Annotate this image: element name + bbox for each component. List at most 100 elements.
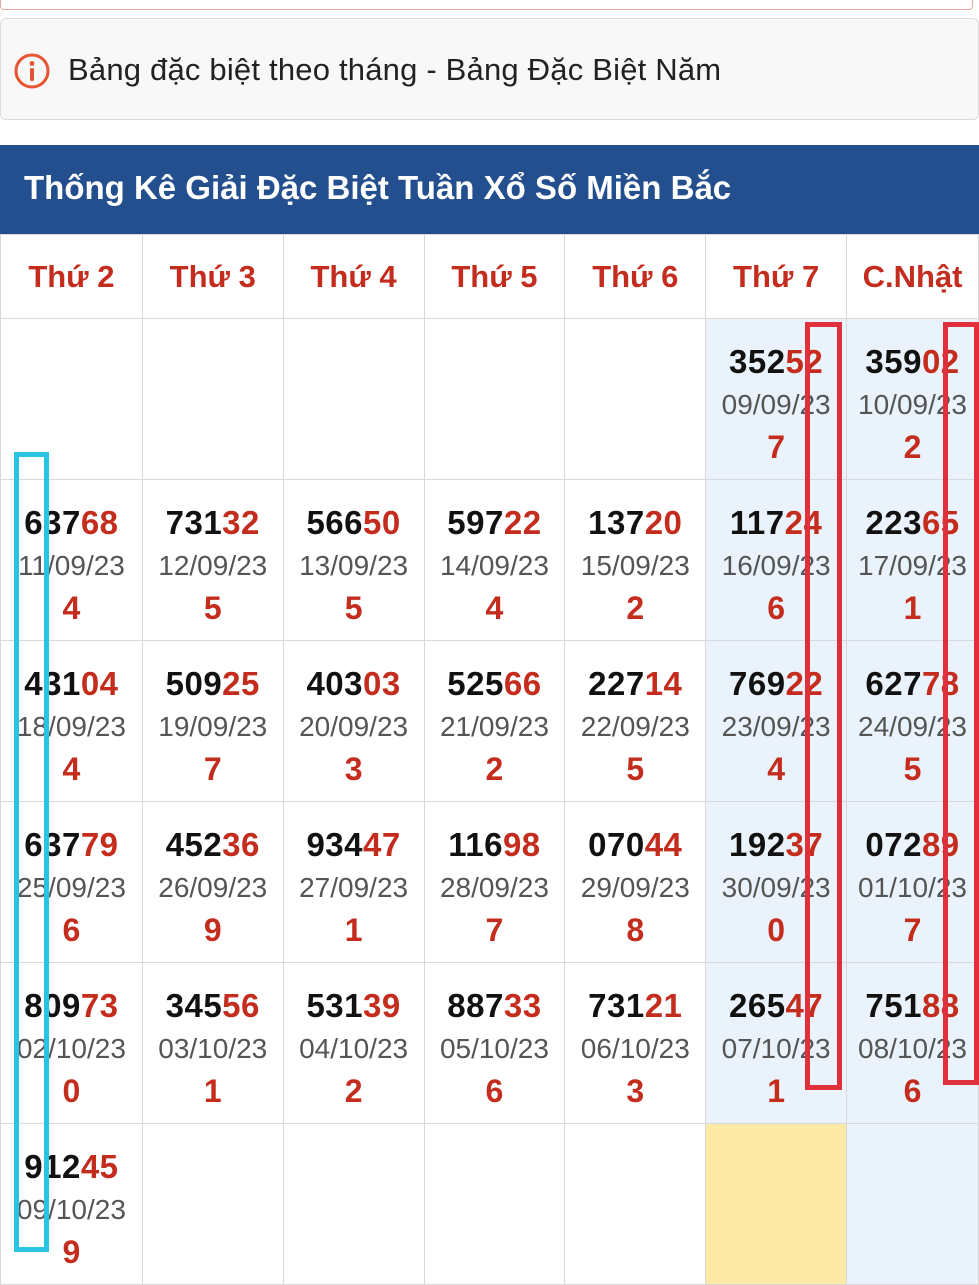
prize-number-head: 223: [865, 504, 922, 541]
result-cell-sat: [705, 1123, 848, 1285]
result-cell-wed: 53139 04/10/23 2: [282, 962, 425, 1124]
prize-number-head: 345: [165, 987, 223, 1024]
prize-number-tail: 56: [222, 987, 260, 1024]
prize-number-head: 637: [24, 826, 81, 863]
draw-date: 13/09/23: [299, 550, 409, 581]
prize-number: 11698: [425, 826, 564, 864]
draw-date: 27/09/23: [299, 872, 409, 903]
result-cell-tue: [141, 1123, 284, 1285]
prize-number: 22714: [566, 665, 705, 703]
col-header-mon: Thứ 2: [0, 234, 143, 319]
prize-number-tail: 65: [921, 504, 960, 541]
result-cell-sun: [846, 1123, 979, 1285]
prize-number-head: 731: [165, 504, 223, 541]
prize-number-tail: 66: [503, 665, 542, 702]
total-digit: 7: [203, 751, 222, 787]
prize-number: 35252: [707, 343, 846, 381]
prize-number-tail: 36: [222, 826, 260, 863]
table-row: 63768 11/09/23 4 73132 12/09/23 5 56650 13/09/2…: [0, 479, 979, 641]
total-digit: 2: [903, 429, 922, 465]
total-digit: 4: [62, 590, 81, 626]
prize-number-tail: 24: [784, 504, 823, 541]
prize-number-head: 769: [728, 665, 786, 702]
notice-bar[interactable]: Bảng đặc biệt theo tháng - Bảng Đặc Biệt…: [0, 18, 979, 120]
prize-number-head: 525: [447, 665, 504, 702]
draw-date: 07/10/23: [721, 1033, 831, 1064]
weekly-special-prize-table: Thứ 2 Thứ 3 Thứ 4 Thứ 5 Thứ 6 Thứ 7 C.Nh…: [0, 234, 979, 1285]
draw-date: 01/10/23: [858, 872, 968, 903]
result-cell-tue: 34556 03/10/23 1: [141, 962, 284, 1124]
prize-number: 88733: [425, 987, 564, 1025]
draw-date: 17/09/23: [858, 550, 968, 581]
draw-date: 28/09/23: [439, 872, 549, 903]
result-cell-mon: 80973 02/10/23 0: [0, 962, 143, 1124]
prize-number-tail: 20: [644, 504, 683, 541]
total-digit: 9: [203, 912, 222, 948]
prize-number-tail: 14: [644, 665, 683, 702]
total-digit: 5: [344, 590, 363, 626]
result-cell-fri: 13720 15/09/23 2: [564, 479, 707, 641]
result-cell-thu: 88733 05/10/23 6: [423, 962, 566, 1124]
prize-number-head: 597: [447, 504, 504, 541]
prize-number: 63768: [1, 504, 141, 542]
total-digit: 6: [767, 590, 786, 626]
total-digit: 1: [767, 1073, 786, 1109]
total-digit: 8: [626, 912, 645, 948]
table-row: 80973 02/10/23 0 34556 03/10/23 1 53139 04/10/2…: [0, 962, 979, 1124]
result-cell-sun: 07289 01/10/23 7: [846, 801, 979, 963]
prize-number-head: 117: [729, 504, 785, 541]
prize-number: 59722: [425, 504, 564, 542]
prize-number: 80973: [1, 987, 141, 1025]
result-cell-fri: [564, 318, 707, 480]
prize-number: 73132: [143, 504, 282, 542]
prize-number-head: 265: [728, 987, 786, 1024]
total-digit: 6: [62, 912, 81, 948]
total-digit: 7: [903, 912, 922, 948]
prize-number-tail: 04: [80, 665, 119, 702]
prize-number-tail: 47: [363, 826, 401, 863]
result-cell-wed: [282, 1123, 425, 1285]
total-digit: 5: [626, 751, 645, 787]
prize-number: 52566: [425, 665, 564, 703]
total-digit: 4: [485, 590, 504, 626]
prize-number: 34556: [143, 987, 282, 1025]
total-digit: 3: [344, 751, 363, 787]
result-cell-wed: 56650 13/09/23 5: [282, 479, 425, 641]
draw-date: 26/09/23: [158, 872, 268, 903]
total-digit: 1: [903, 590, 922, 626]
prize-number-tail: 39: [363, 987, 401, 1024]
result-cell-mon: 63768 11/09/23 4: [0, 479, 143, 641]
prize-number-head: 192: [728, 826, 786, 863]
col-header-sun: C.Nhật: [846, 234, 979, 319]
draw-date: 02/10/23: [16, 1033, 126, 1064]
result-cell-sun: 62778 24/09/23 5: [846, 640, 979, 802]
prize-number: 91245: [1, 1148, 141, 1186]
draw-date: 25/09/23: [16, 872, 126, 903]
prize-number: 26547: [707, 987, 846, 1025]
prize-number: 93447: [284, 826, 423, 864]
result-cell-thu: 11698 28/09/23 7: [423, 801, 566, 963]
prize-number-head: 352: [728, 343, 786, 380]
draw-date: 23/09/23: [721, 711, 831, 742]
table-row: 43104 18/09/23 4 50925 19/09/23 7 40303 20/09/2…: [0, 640, 979, 802]
total-digit: 5: [203, 590, 222, 626]
prize-number-tail: 33: [503, 987, 542, 1024]
result-cell-sat: 26547 07/10/23 1: [705, 962, 848, 1124]
draw-date: 20/09/23: [299, 711, 409, 742]
result-cell-sun: 75188 08/10/23 6: [846, 962, 979, 1124]
result-cell-mon: 63779 25/09/23 6: [0, 801, 143, 963]
draw-date: 18/09/23: [16, 711, 126, 742]
prize-number-tail: 79: [80, 826, 119, 863]
draw-date: 10/09/23: [858, 389, 968, 420]
prize-number-tail: 22: [503, 504, 542, 541]
result-cell-thu: 52566 21/09/23 2: [423, 640, 566, 802]
top-border-line: [0, 0, 973, 10]
prize-number-tail: 03: [363, 665, 401, 702]
draw-date: 08/10/23: [858, 1033, 968, 1064]
prize-number-tail: 68: [80, 504, 119, 541]
notice-link-text[interactable]: Bảng đặc biệt theo tháng - Bảng Đặc Biệt…: [68, 52, 722, 87]
prize-number: 56650: [284, 504, 423, 542]
col-header-fri: Thứ 6: [564, 234, 707, 319]
draw-date: 22/09/23: [580, 711, 690, 742]
prize-number: 35902: [848, 343, 978, 381]
